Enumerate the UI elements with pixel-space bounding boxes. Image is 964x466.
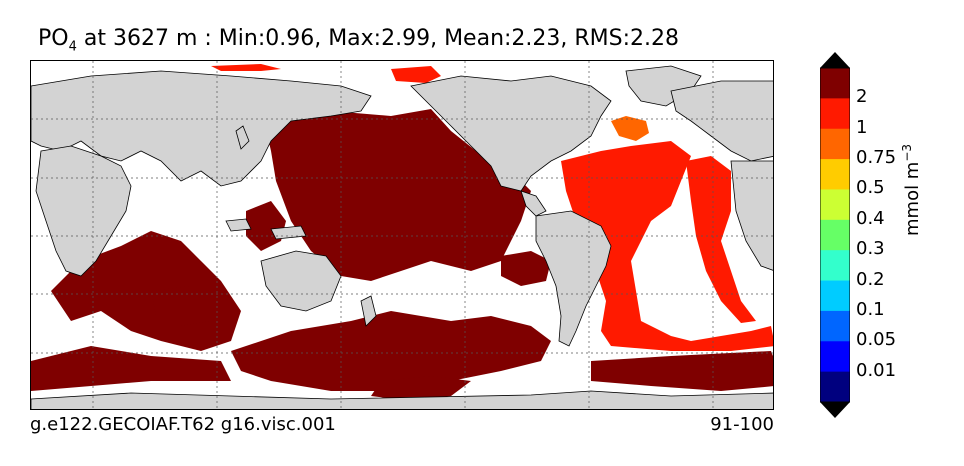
colorbar-segment xyxy=(820,341,850,373)
colorbar-segment xyxy=(820,371,850,403)
po4-atlantic-region xyxy=(211,64,773,351)
po4-labrador-patch xyxy=(611,116,649,141)
colorbar-segment xyxy=(820,159,850,190)
colorbar-segment xyxy=(820,98,850,130)
colorbar-tick-label: 0.75 xyxy=(856,147,897,169)
colorbar-tick-label: 0.5 xyxy=(856,177,885,199)
colorbar-tick-label: 0.01 xyxy=(856,359,897,381)
land-masses xyxy=(31,65,773,409)
world-map xyxy=(31,61,773,409)
colorbar-outline xyxy=(820,67,850,403)
colorbar-segment xyxy=(820,68,850,99)
years-label: 91-100 xyxy=(710,414,774,435)
colorbar-segment xyxy=(820,219,850,251)
colorbar-over-arrow xyxy=(820,52,850,68)
map-title: PO4 at 3627 m : Min:0.96, Max:2.99, Mean… xyxy=(38,26,680,55)
lat-lon-grid xyxy=(31,61,773,409)
map-panel xyxy=(30,60,774,410)
colorbar-tick-label: 0.2 xyxy=(856,268,885,290)
colorbar-segment xyxy=(820,250,850,282)
colorbar-tick-label: 0.4 xyxy=(856,207,885,229)
colorbar-tick-label: 2 xyxy=(856,86,868,108)
colorbar-segment xyxy=(820,189,850,221)
colorbar-segment xyxy=(820,310,850,342)
colorbar-tick-label: 0.3 xyxy=(856,238,885,260)
colorbar-units-label: mmol m−3 xyxy=(900,143,923,236)
colorbar-under-arrow xyxy=(820,402,850,418)
colorbar-tick-label: 0.05 xyxy=(856,329,897,351)
colorbar-segment xyxy=(820,128,850,160)
colorbar-tick-label: 0.1 xyxy=(856,298,885,320)
case-name-label: g.e122.GECOIAF.T62 g16.visc.001 xyxy=(30,414,336,435)
colorbar-tick-label: 1 xyxy=(856,116,868,138)
po4-high-region xyxy=(31,109,773,401)
colorbar xyxy=(820,52,850,418)
colorbar-segment xyxy=(820,280,850,312)
